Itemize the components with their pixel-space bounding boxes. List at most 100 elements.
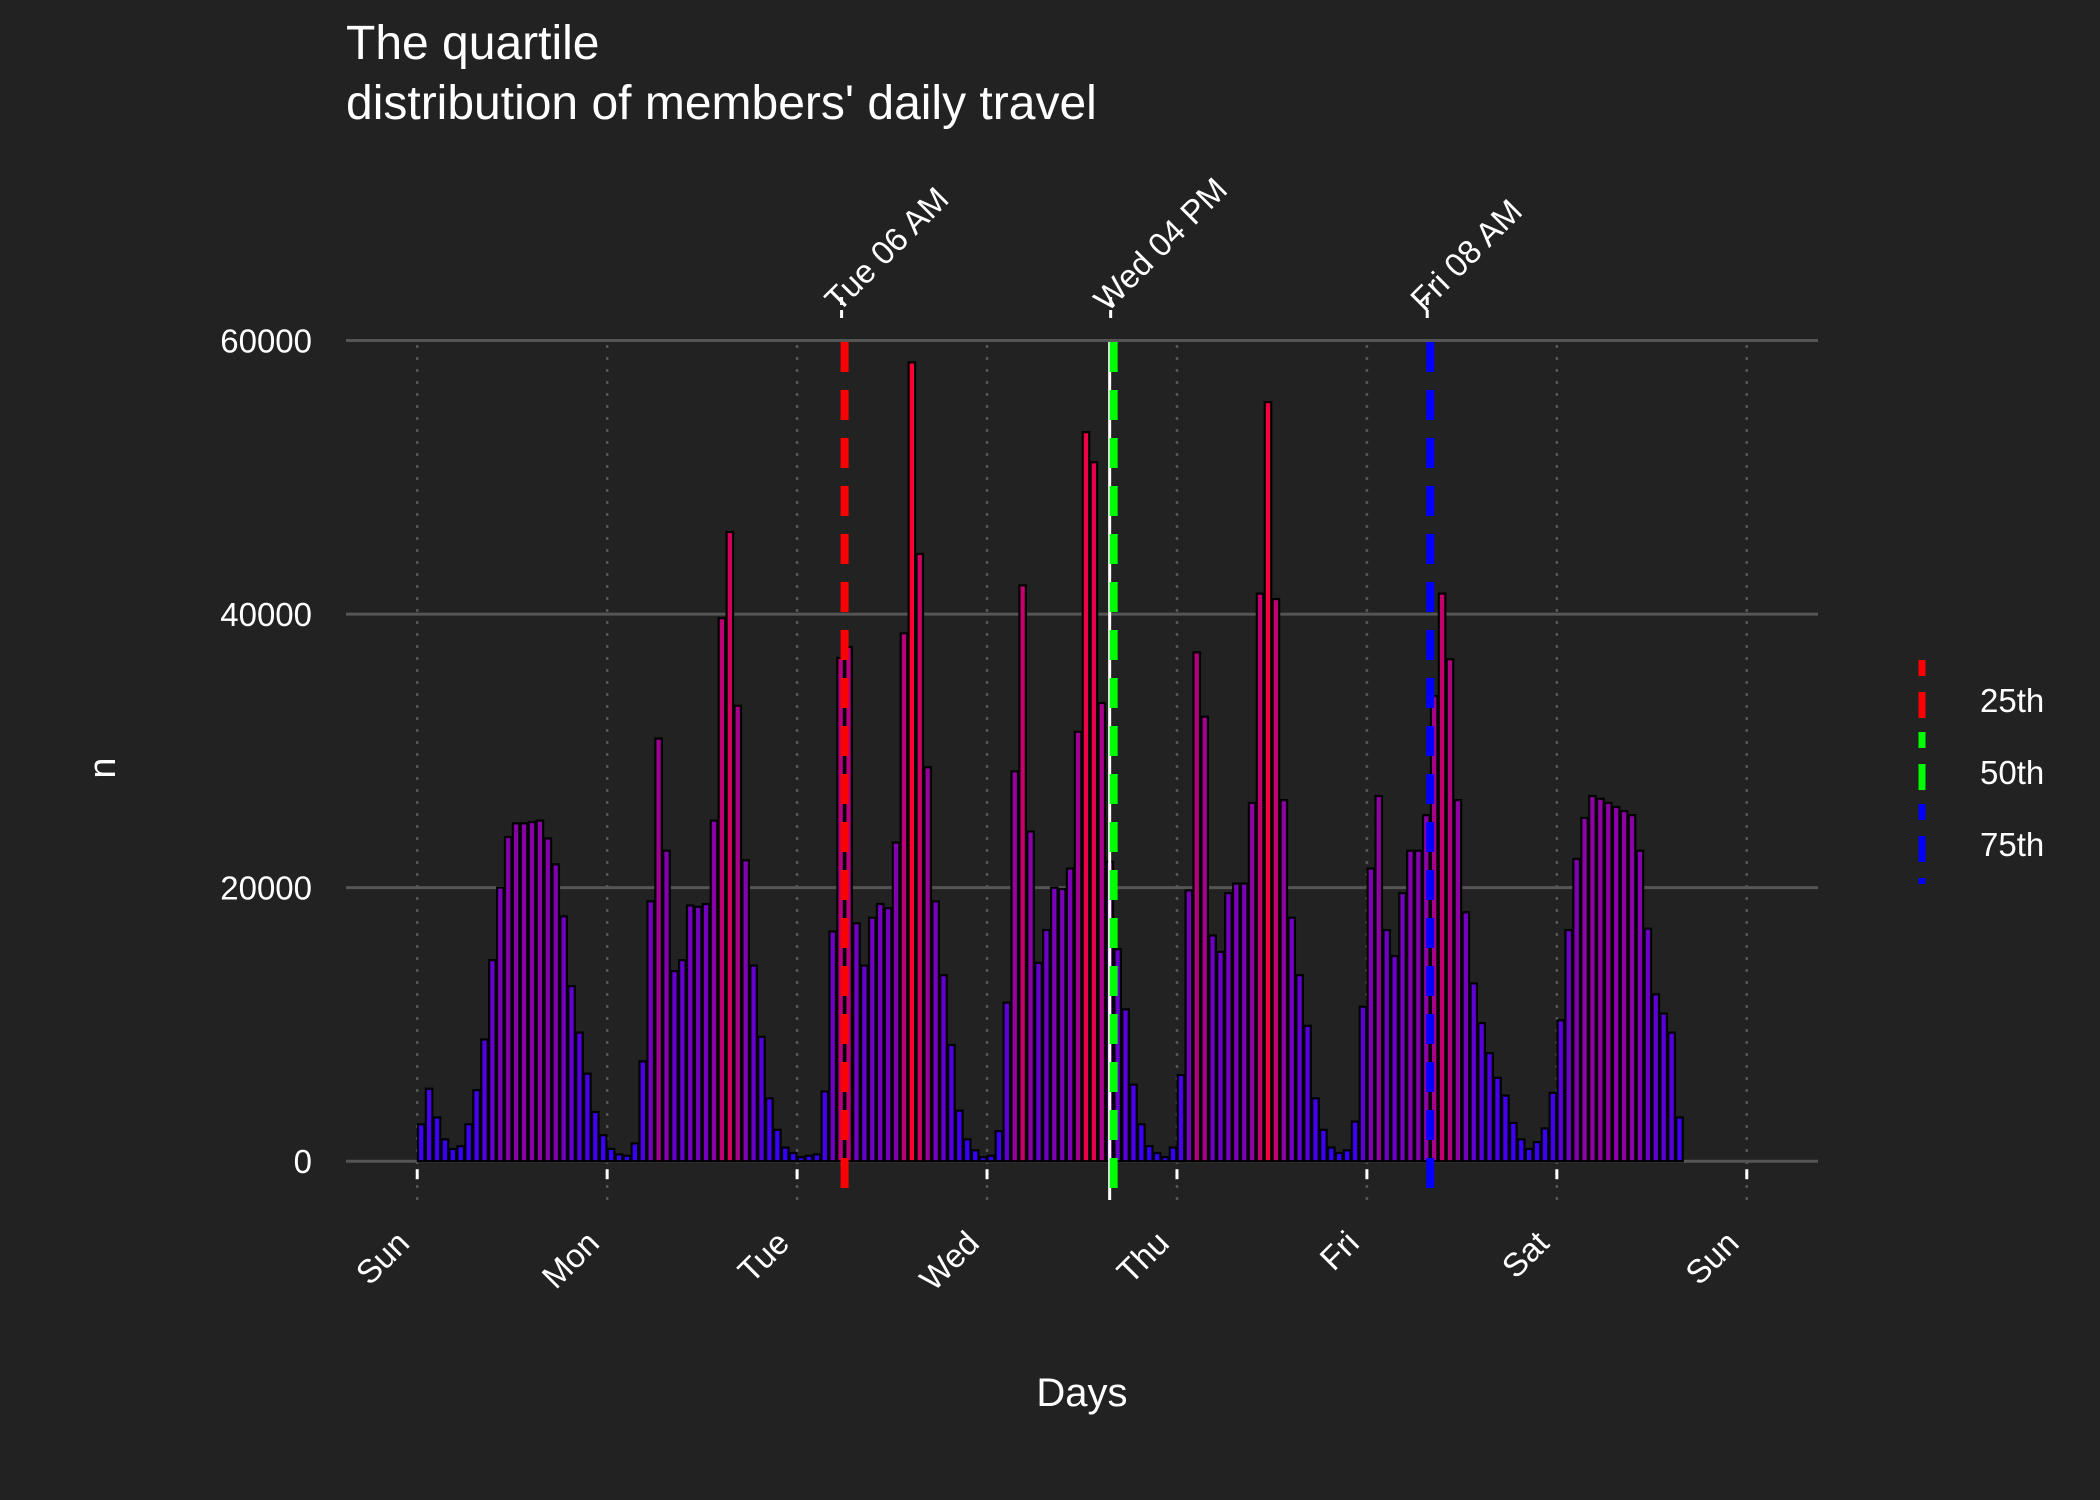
- histogram-bar: [1073, 730, 1083, 1163]
- histogram-bar: [1588, 794, 1597, 1163]
- histogram-bar: [1018, 584, 1027, 1163]
- quantile-label-25th: Tue 06 AM: [817, 180, 955, 318]
- histogram-bar: [954, 1109, 964, 1163]
- histogram-bar: [1635, 849, 1645, 1163]
- histogram-bar: [1121, 1008, 1130, 1163]
- chart-title-block: The quartile distribution of members' da…: [346, 14, 1097, 134]
- histogram-bar: [796, 1156, 806, 1163]
- histogram-bar: [1216, 950, 1225, 1163]
- histogram-bar: [915, 552, 925, 1163]
- histogram-bar: [867, 916, 877, 1163]
- histogram-bar: [1350, 1120, 1360, 1163]
- histogram-bar: [891, 841, 901, 1163]
- histogram-bar: [1406, 849, 1415, 1163]
- histogram-bar: [1564, 928, 1574, 1163]
- histogram-bar: [1271, 597, 1281, 1163]
- y-tick-label: 60000: [220, 323, 312, 360]
- histogram-bar: [1295, 974, 1304, 1163]
- histogram-bar: [1208, 934, 1217, 1163]
- x-tick-label: Fri: [1312, 1224, 1365, 1277]
- histogram-bar: [646, 900, 656, 1163]
- legend-label-75th: 75th: [1980, 826, 2044, 863]
- x-tick-label: Mon: [535, 1224, 607, 1296]
- histogram-bar: [1374, 794, 1384, 1163]
- histogram-bar: [1461, 911, 1471, 1163]
- histogram-bar: [1342, 1149, 1352, 1163]
- histogram-bar: [543, 837, 553, 1163]
- histogram-bar: [1532, 1140, 1542, 1163]
- histogram-bar: [567, 985, 576, 1163]
- chart-title: The quartile: [346, 17, 600, 70]
- histogram-bar: [432, 1116, 442, 1163]
- quantile-label-75th: Fri 08 AM: [1403, 192, 1529, 318]
- histogram-bar: [440, 1138, 450, 1163]
- histogram-bar: [630, 1142, 640, 1163]
- histogram-bar: [1152, 1151, 1162, 1163]
- histogram-bar: [765, 1097, 774, 1163]
- histogram-bar: [947, 1043, 956, 1163]
- histogram-bar: [939, 974, 948, 1163]
- histogram-bar: [559, 915, 568, 1163]
- x-tick-label: Thu: [1110, 1224, 1176, 1290]
- histogram-bar: [456, 1145, 466, 1163]
- histogram-bar: [875, 902, 885, 1163]
- histogram-bar: [472, 1089, 481, 1163]
- histogram-bar: [883, 907, 893, 1163]
- histogram-bar: [1556, 1019, 1566, 1163]
- histogram-bar: [1002, 1001, 1012, 1163]
- histogram-bar: [923, 766, 933, 1163]
- histogram-bar: [1524, 1147, 1534, 1163]
- histogram-bar: [749, 964, 758, 1163]
- histogram-bar: [1398, 892, 1407, 1163]
- histogram-bar: [978, 1156, 988, 1163]
- histogram-bar: [1667, 1031, 1676, 1163]
- histogram-bar: [1611, 805, 1621, 1163]
- histogram-bar: [583, 1072, 592, 1163]
- x-tick-label: Sun: [348, 1224, 416, 1292]
- x-tick-label: Tue: [731, 1224, 797, 1290]
- histogram-bar: [1255, 592, 1265, 1163]
- histogram-bar: [733, 704, 743, 1163]
- histogram-bar: [416, 1123, 426, 1163]
- histogram-bar: [495, 886, 505, 1163]
- histogram-bar: [1453, 799, 1463, 1163]
- histogram-bar: [1469, 982, 1479, 1163]
- histogram-bar: [1659, 1012, 1669, 1163]
- histogram-bar: [535, 819, 545, 1163]
- histogram-bar: [488, 959, 497, 1163]
- histogram-bar: [590, 1110, 600, 1163]
- histogram-bar: [994, 1130, 1004, 1163]
- histogram-bar: [1326, 1146, 1336, 1163]
- histogram-bar: [970, 1149, 980, 1163]
- histogram-bar: [448, 1147, 458, 1163]
- histogram-bar: [717, 617, 727, 1163]
- histogram-bar: [511, 822, 521, 1163]
- histogram-bar: [780, 1146, 790, 1163]
- x-tick-label: Sat: [1495, 1224, 1556, 1285]
- quantile-label-50th: Wed 04 PM: [1086, 170, 1234, 318]
- histogram-bar: [693, 905, 703, 1163]
- histogram-bar: [1437, 592, 1447, 1163]
- histogram-bar: [1200, 715, 1210, 1163]
- histogram-bar: [527, 820, 537, 1163]
- histogram-bar: [860, 964, 869, 1163]
- histogram-bar: [1057, 887, 1067, 1163]
- histogram-bar: [1224, 892, 1233, 1163]
- histogram-bar: [1049, 886, 1059, 1163]
- x-tick-label: Wed: [912, 1224, 986, 1298]
- histogram-bar: [1477, 1021, 1487, 1163]
- histogram-bar: [1192, 651, 1202, 1163]
- histogram-bar: [1010, 770, 1020, 1163]
- legend: 25th 50th 75th: [1918, 660, 2044, 884]
- histogram-bar: [662, 849, 671, 1163]
- histogram-bar: [677, 959, 687, 1163]
- histogram-bar: [757, 1035, 766, 1163]
- histogram-bar: [1081, 431, 1091, 1163]
- histogram-bar: [709, 819, 719, 1163]
- histogram-bar: [1493, 1076, 1502, 1163]
- histogram-bar: [725, 530, 735, 1163]
- histogram-bar: [1184, 889, 1194, 1163]
- histogram-bar: [503, 835, 513, 1163]
- histogram-bar: [1231, 882, 1241, 1163]
- histogram-bar: [828, 930, 838, 1163]
